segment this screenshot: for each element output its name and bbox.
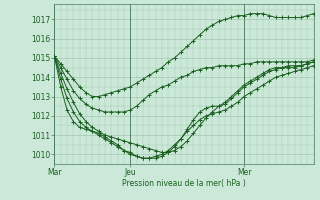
X-axis label: Pression niveau de la mer( hPa ): Pression niveau de la mer( hPa ) [122,179,246,188]
